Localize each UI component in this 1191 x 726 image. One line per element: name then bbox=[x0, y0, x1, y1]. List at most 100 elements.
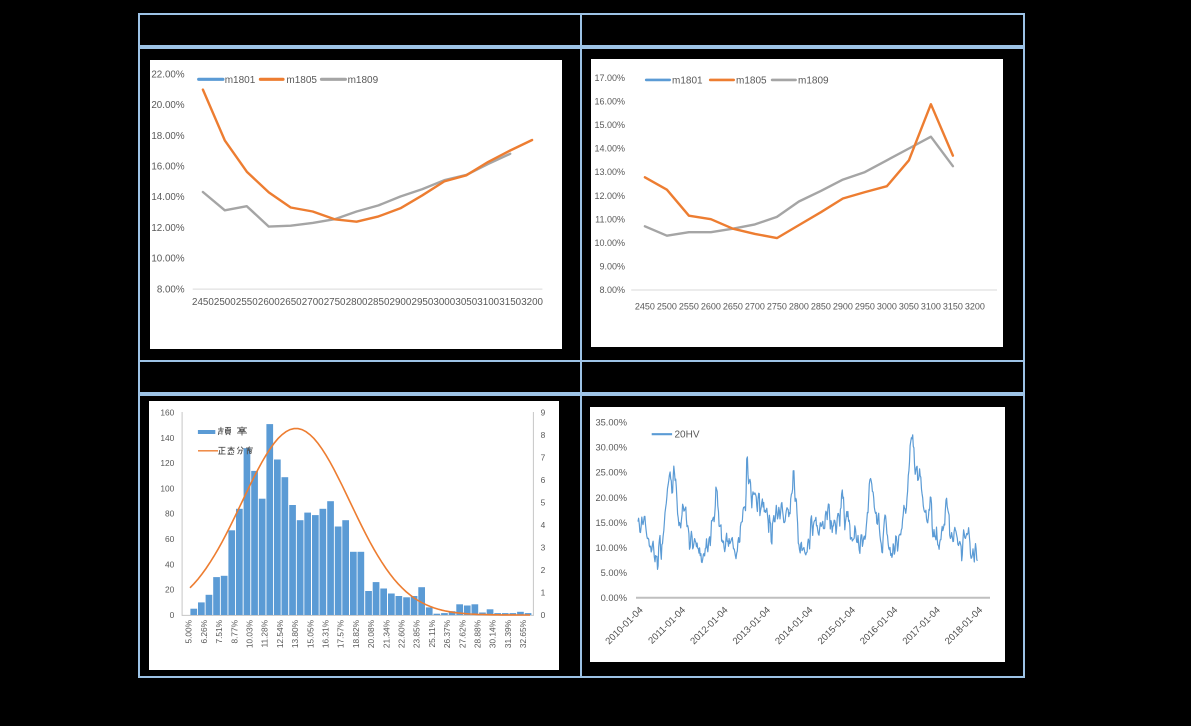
svg-text:35.00%: 35.00% bbox=[595, 418, 627, 428]
svg-text:8.00%: 8.00% bbox=[157, 284, 185, 295]
svg-text:3000: 3000 bbox=[433, 297, 455, 308]
svg-text:18.82%: 18.82% bbox=[351, 619, 361, 648]
svg-text:3200: 3200 bbox=[965, 301, 985, 311]
svg-text:2015-01-04: 2015-01-04 bbox=[816, 605, 858, 647]
svg-text:26.37%: 26.37% bbox=[442, 619, 452, 648]
svg-text:3050: 3050 bbox=[899, 301, 919, 311]
svg-text:3150: 3150 bbox=[943, 301, 963, 311]
svg-text:4: 4 bbox=[541, 520, 546, 530]
svg-text:m1805: m1805 bbox=[286, 75, 317, 86]
svg-text:23.85%: 23.85% bbox=[412, 619, 422, 648]
svg-text:2650: 2650 bbox=[280, 297, 302, 308]
svg-text:2900: 2900 bbox=[390, 297, 412, 308]
svg-text:1: 1 bbox=[541, 587, 546, 597]
svg-text:13.80%: 13.80% bbox=[290, 619, 300, 648]
svg-text:3200: 3200 bbox=[521, 297, 543, 308]
svg-text:60: 60 bbox=[165, 534, 175, 544]
svg-text:2450: 2450 bbox=[192, 297, 214, 308]
svg-text:3: 3 bbox=[541, 542, 546, 552]
svg-text:12.54%: 12.54% bbox=[275, 619, 285, 648]
svg-text:15.00%: 15.00% bbox=[595, 518, 627, 528]
svg-text:2900: 2900 bbox=[833, 301, 853, 311]
svg-text:28.88%: 28.88% bbox=[473, 619, 483, 648]
svg-text:16.31%: 16.31% bbox=[321, 619, 331, 648]
svg-text:10.00%: 10.00% bbox=[594, 238, 625, 248]
svg-text:2850: 2850 bbox=[368, 297, 390, 308]
svg-text:11.28%: 11.28% bbox=[260, 619, 270, 647]
svg-text:5.00%: 5.00% bbox=[601, 568, 627, 578]
svg-text:0: 0 bbox=[170, 610, 175, 620]
svg-text:2800: 2800 bbox=[346, 297, 368, 308]
svg-text:2550: 2550 bbox=[236, 297, 258, 308]
svg-text:m1805: m1805 bbox=[736, 75, 767, 86]
svg-text:15.05%: 15.05% bbox=[305, 619, 315, 648]
svg-text:30.14%: 30.14% bbox=[488, 619, 498, 648]
svg-text:17.57%: 17.57% bbox=[336, 619, 346, 648]
svg-text:2850: 2850 bbox=[811, 301, 831, 311]
svg-text:2800: 2800 bbox=[789, 301, 809, 311]
svg-text:20.00%: 20.00% bbox=[151, 100, 185, 111]
svg-text:22.00%: 22.00% bbox=[151, 69, 185, 80]
svg-text:7: 7 bbox=[541, 453, 546, 463]
svg-text:3150: 3150 bbox=[499, 297, 521, 308]
svg-text:3000: 3000 bbox=[877, 301, 897, 311]
svg-text:2950: 2950 bbox=[855, 301, 875, 311]
svg-text:0: 0 bbox=[541, 610, 546, 620]
svg-text:140: 140 bbox=[160, 433, 174, 443]
svg-text:2500: 2500 bbox=[214, 297, 236, 308]
svg-text:2700: 2700 bbox=[302, 297, 324, 308]
svg-text:11.00%: 11.00% bbox=[595, 214, 625, 224]
svg-text:16.00%: 16.00% bbox=[151, 162, 185, 173]
svg-text:30.00%: 30.00% bbox=[595, 443, 627, 453]
svg-text:14.00%: 14.00% bbox=[594, 144, 625, 154]
svg-text:m1801: m1801 bbox=[672, 75, 703, 86]
svg-text:14.00%: 14.00% bbox=[151, 192, 185, 203]
svg-text:160: 160 bbox=[160, 408, 174, 418]
svg-text:2600: 2600 bbox=[701, 301, 721, 311]
svg-text:20: 20 bbox=[165, 585, 175, 595]
svg-text:0.00%: 0.00% bbox=[601, 593, 627, 603]
svg-text:2018-01-04: 2018-01-04 bbox=[943, 605, 985, 647]
svg-text:2550: 2550 bbox=[679, 301, 699, 311]
svg-text:2600: 2600 bbox=[258, 297, 280, 308]
svg-text:6: 6 bbox=[541, 475, 546, 485]
svg-text:10.00%: 10.00% bbox=[151, 254, 185, 265]
svg-text:25.00%: 25.00% bbox=[595, 468, 627, 478]
svg-text:2012-01-04: 2012-01-04 bbox=[688, 605, 730, 647]
svg-text:21.34%: 21.34% bbox=[381, 619, 391, 648]
svg-text:3100: 3100 bbox=[921, 301, 941, 311]
svg-text:8: 8 bbox=[541, 430, 546, 440]
svg-text:2: 2 bbox=[541, 565, 546, 575]
svg-text:5: 5 bbox=[541, 498, 546, 508]
svg-text:12.00%: 12.00% bbox=[151, 223, 185, 234]
svg-text:8.77%: 8.77% bbox=[229, 619, 239, 643]
svg-text:3100: 3100 bbox=[477, 297, 499, 308]
svg-text:100: 100 bbox=[160, 483, 174, 493]
svg-text:m1801: m1801 bbox=[225, 75, 256, 86]
svg-text:2500: 2500 bbox=[657, 301, 677, 311]
svg-text:2650: 2650 bbox=[723, 301, 743, 311]
svg-text:120: 120 bbox=[160, 458, 174, 468]
svg-text:3050: 3050 bbox=[455, 297, 477, 308]
svg-text:31.39%: 31.39% bbox=[503, 619, 513, 648]
svg-text:2017-01-04: 2017-01-04 bbox=[901, 605, 943, 647]
svg-text:2950: 2950 bbox=[412, 297, 434, 308]
svg-text:20HV: 20HV bbox=[675, 430, 700, 441]
svg-text:25.11%: 25.11% bbox=[427, 619, 437, 647]
svg-text:8.00%: 8.00% bbox=[599, 285, 625, 295]
svg-text:20.08%: 20.08% bbox=[366, 619, 376, 648]
svg-text:2750: 2750 bbox=[767, 301, 787, 311]
svg-text:16.00%: 16.00% bbox=[594, 97, 625, 107]
svg-text:2750: 2750 bbox=[324, 297, 346, 308]
svg-text:12.00%: 12.00% bbox=[594, 191, 625, 201]
svg-text:13.00%: 13.00% bbox=[594, 167, 625, 177]
svg-text:18.00%: 18.00% bbox=[151, 131, 185, 142]
svg-text:17.00%: 17.00% bbox=[594, 73, 625, 83]
svg-text:7.51%: 7.51% bbox=[214, 619, 224, 643]
svg-text:2011-01-04: 2011-01-04 bbox=[646, 605, 688, 647]
svg-text:9: 9 bbox=[541, 408, 546, 418]
svg-text:22.60%: 22.60% bbox=[397, 619, 407, 648]
svg-text:80: 80 bbox=[165, 509, 175, 519]
svg-text:9.00%: 9.00% bbox=[599, 262, 625, 272]
svg-text:32.65%: 32.65% bbox=[518, 619, 528, 648]
